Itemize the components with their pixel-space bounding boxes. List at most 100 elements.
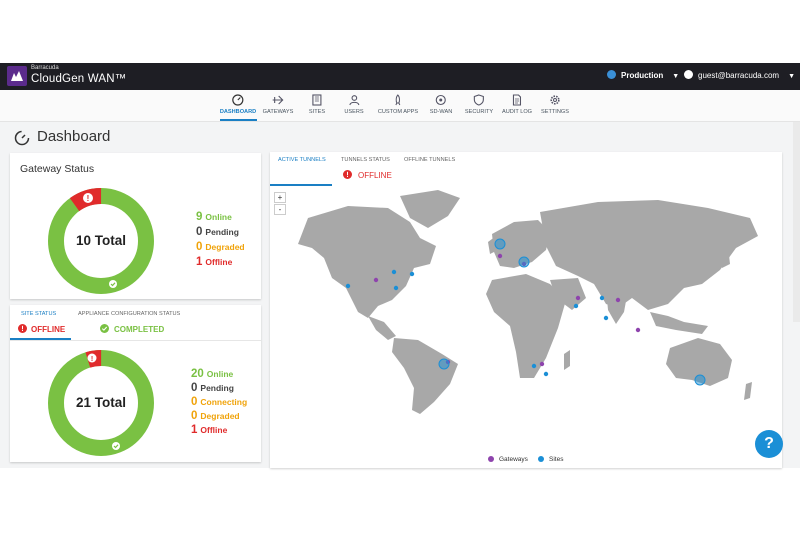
nav-dashboard[interactable]: DASHBOARD <box>220 94 256 115</box>
legend-count: 1 <box>196 256 203 268</box>
check-circle-icon <box>100 324 109 333</box>
site-markers[interactable] <box>345 238 706 386</box>
site-dot-icon <box>538 456 544 462</box>
legend-online: 9 Online <box>196 211 232 223</box>
barracuda-logo[interactable] <box>7 66 27 86</box>
map-offline-filter[interactable]: OFFLINE <box>343 170 392 180</box>
legend-connecting: 0 Connecting <box>191 396 247 408</box>
gateway-icon <box>272 95 284 105</box>
legend-degraded: 0 Degraded <box>196 241 245 253</box>
site-total: 21 Total <box>75 395 126 410</box>
world-map[interactable] <box>288 188 778 418</box>
users-icon <box>348 95 360 106</box>
legend-label: Gateways <box>499 456 528 463</box>
tab-active-tunnels[interactable]: ACTIVE TUNNELS <box>278 157 326 163</box>
legend-label: Connecting <box>200 397 248 407</box>
legend-count: 0 <box>196 241 203 253</box>
site-status-donut: ! <box>46 348 156 458</box>
legend-count: 1 <box>191 424 198 436</box>
legend-degraded: 0 Degraded <box>191 410 240 422</box>
building-icon <box>312 94 322 106</box>
top-bar: Barracuda CloudGen WAN™ Production ▼ gues… <box>0 63 800 90</box>
gateway-dot-icon <box>488 456 494 462</box>
offline-segment[interactable] <box>46 186 156 296</box>
offline-alert-icon <box>83 193 93 203</box>
brand-product: CloudGen WAN™ <box>31 73 127 85</box>
user-avatar-icon <box>684 70 693 79</box>
legend-count: 0 <box>196 226 203 238</box>
legend-label: Pending <box>200 383 234 393</box>
card-title: Gateway Status <box>20 163 95 175</box>
tab-tunnels-status[interactable]: TUNNELS STATUS <box>341 157 390 163</box>
nav-gateways[interactable]: GATEWAYS <box>262 94 294 115</box>
dashboard-icon <box>14 130 30 146</box>
site-offline-filter[interactable]: OFFLINE <box>18 324 65 334</box>
legend-sites: Sites <box>538 456 563 463</box>
nav-custom-apps[interactable]: CUSTOM APPS <box>378 94 418 115</box>
caret-down-icon: ▼ <box>788 73 795 80</box>
legend-pending: 0 Pending <box>191 382 234 394</box>
nav-sd-wan[interactable]: SD-WAN <box>430 94 452 115</box>
legend-label: Offline <box>200 425 228 435</box>
user-menu[interactable]: guest@barracuda.com ▼ <box>684 70 795 80</box>
environment-selector[interactable]: Production ▼ <box>607 70 679 80</box>
gateway-total: 10 Total <box>75 233 126 248</box>
network-icon <box>435 94 447 106</box>
nav-active-indicator <box>220 119 257 121</box>
shield-icon <box>473 94 485 106</box>
legend-offline: 1 Offline <box>196 256 232 268</box>
active-tab-indicator <box>270 184 332 186</box>
document-icon <box>512 94 522 106</box>
nav-security[interactable]: SECURITY <box>465 94 493 115</box>
legend-count: 0 <box>191 410 198 422</box>
page-title: Dashboard <box>37 128 111 145</box>
gear-icon <box>550 95 560 105</box>
svg-text:!: ! <box>91 356 93 363</box>
offline-segment[interactable] <box>46 348 156 458</box>
environment-icon <box>607 70 616 79</box>
legend-gateways: Gateways <box>488 456 528 463</box>
tab-site-status[interactable]: SITE STATUS <box>21 311 57 317</box>
nav-label: USERS <box>344 109 364 115</box>
zoom-out-button[interactable]: - <box>274 204 286 215</box>
legend-label: Online <box>206 369 234 379</box>
help-button[interactable]: ? <box>755 430 783 458</box>
zoom-in-button[interactable]: + <box>274 192 286 203</box>
tunnel-map-card: ACTIVE TUNNELS TUNNELS STATUS OFFLINE TU… <box>270 152 782 468</box>
legend-label: Degraded <box>205 242 245 252</box>
land-masses <box>298 190 758 414</box>
legend-pending: 0 Pending <box>196 226 239 238</box>
nav-label: SETTINGS <box>541 109 569 115</box>
nav-label: SECURITY <box>464 109 494 115</box>
legend-count: 0 <box>191 382 198 394</box>
legend-label: Online <box>205 212 232 222</box>
nav-label: DASHBOARD <box>219 109 257 115</box>
legend-label: Offline <box>205 257 233 267</box>
offline-label: OFFLINE <box>31 325 66 334</box>
gateway-status-donut: ! <box>46 186 156 296</box>
nav-sites[interactable]: SITES <box>309 94 325 115</box>
legend-offline: 1 Offline <box>191 424 227 436</box>
nav-settings[interactable]: SETTINGS <box>541 94 569 115</box>
nav-audit-log[interactable]: AUDIT LOG <box>502 94 532 115</box>
offline-label: OFFLINE <box>358 171 392 180</box>
divider <box>10 340 261 341</box>
legend-count: 9 <box>196 211 203 223</box>
site-completed-filter[interactable]: COMPLETED <box>100 324 164 334</box>
legend-label: Sites <box>549 456 564 463</box>
caret-down-icon: ▼ <box>672 73 680 80</box>
scrollbar[interactable] <box>793 122 800 322</box>
alert-icon <box>18 324 27 333</box>
nav-label: GATEWAYS <box>262 109 294 115</box>
legend-label: Pending <box>205 227 239 237</box>
legend-count: 0 <box>191 396 198 408</box>
nav-label: SITES <box>308 109 326 115</box>
nav-label: CUSTOM APPS <box>377 109 419 115</box>
legend-label: Degraded <box>200 411 240 421</box>
tab-offline-tunnels[interactable]: OFFLINE TUNNELS <box>404 157 456 163</box>
online-check-icon <box>112 442 120 450</box>
nav-label: SD-WAN <box>429 109 453 115</box>
nav-users[interactable]: USERS <box>344 94 364 115</box>
gateway-status-card: Gateway Status ! 10 Total 9 Online 0 Pendi… <box>10 153 261 299</box>
tab-appliance-configuration-status[interactable]: APPLIANCE CONFIGURATION STATUS <box>78 311 181 317</box>
